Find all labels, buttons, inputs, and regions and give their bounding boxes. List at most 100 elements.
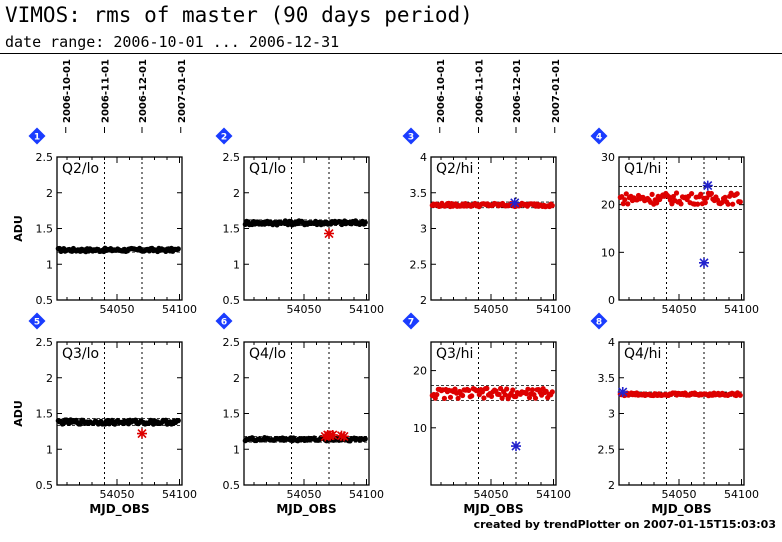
data-point [734,191,740,197]
data-point [488,393,495,399]
y-tick-label: 10 [413,422,427,435]
x-axis-label: MJD_OBS [463,502,523,517]
panel-label: Q1/hi [624,161,661,177]
y-tick-label: 2 [420,294,427,307]
data-point [484,385,490,391]
data-point [620,201,626,207]
y-tick-label: 1.5 [223,408,241,421]
date-tick-label: 2006-11-01 [475,59,486,123]
panel-label: Q2/hi [436,161,473,177]
panel-badge [590,127,608,145]
panel-badge-number: 1 [34,133,40,143]
y-tick-label: 1 [233,443,240,456]
outlier-point [339,431,349,442]
y-tick-label: 2 [233,372,240,385]
y-tick-label: 30 [601,151,615,164]
y-axis-label: ADU [12,400,25,427]
outlier-point [699,257,709,268]
y-tick-label: 2 [46,372,53,385]
plot-frame [243,341,370,486]
date-tick-label: 2007-01-01 [551,59,562,123]
panel-badge [590,312,608,330]
date-tick-label: 2006-11-01 [101,59,112,123]
panel-badge-number: 3 [408,133,414,143]
data-point [525,386,531,392]
y-tick-label: 3.5 [410,187,428,200]
data-point [737,199,743,205]
data-point [670,193,677,200]
data-point [698,191,704,197]
data-point [526,395,533,401]
data-point [175,418,181,424]
date-tick-label: 2006-12-01 [512,59,523,123]
x-tick-label: 54050 [662,303,697,316]
x-tick-label: 54050 [662,488,697,501]
plot-panel-1: 2006-10-01 2006-11-01 2006-12-01 2007-01-01… [12,59,197,316]
date-range-subtitle: date range: 2006-10-01 ... 2006-12-31 [5,33,340,51]
x-tick-label: 54050 [100,488,135,501]
x-axis-label: MJD_OBS [651,502,711,517]
data-point [479,389,485,395]
data-point [441,395,447,401]
date-tick-label: 2006-10-01 [62,59,73,123]
plot-panel-2: 2 0.5 1 1.5 2 2.5 54050 54100 Q1/lo [215,127,384,316]
data-point [678,201,684,207]
data-point [447,394,454,400]
data-point [689,191,695,197]
date-tick-label: 2006-10-01 [436,59,447,123]
panel-label: Q2/lo [62,161,99,177]
panel-badge-number: 5 [34,318,40,328]
x-tick-label: 54050 [287,303,322,316]
outlier-point [617,387,628,398]
y-tick-label: 1 [46,443,53,456]
y-tick-label: 0.5 [36,294,54,307]
data-point [549,389,555,395]
y-tick-label: 2 [608,479,615,492]
plot-frame [430,156,557,301]
y-tick-label: 2.5 [36,336,54,349]
x-tick-label: 54050 [287,488,322,501]
date-tick-label: 2006-12-01 [138,59,149,123]
x-tick-label: 54100 [162,303,197,316]
y-tick-label: 2.5 [598,443,616,456]
data-point [725,201,731,207]
y-tick-label: 10 [601,246,615,259]
data-point [175,246,181,252]
panel-badge-number: 6 [221,318,227,328]
plot-panel-3: 2006-10-01 2006-11-01 2006-12-01 2007-01-01… [402,59,571,316]
outlier-point [327,429,338,440]
y-tick-label: 0.5 [223,479,241,492]
x-tick-label: 54100 [349,303,384,316]
outlier-point [324,228,334,239]
y-axis-label: ADU [12,215,25,242]
y-tick-label: 2.5 [223,336,241,349]
panel-label: Q4/lo [249,346,286,362]
x-tick-label: 54100 [162,488,197,501]
data-point [529,387,536,393]
footer-credit: created by trendPlotter on 2007-01-15T15… [473,518,776,531]
y-tick-label: 1.5 [36,223,54,236]
x-tick-label: 54100 [536,488,571,501]
data-point [719,199,725,206]
page-title: VIMOS: rms of master (90 days period) [5,3,473,27]
data-point [730,201,736,207]
y-tick-label: 2.5 [223,151,241,164]
y-tick-label: 3.5 [598,372,616,385]
plot-frame [56,156,183,301]
data-point [362,436,368,442]
plot-panel-4: 4 0 10 20 30 54050 54100 Q1/hi [590,127,759,316]
y-tick-label: 4 [608,336,615,349]
y-tick-label: 3 [420,223,427,236]
data-point [695,201,701,207]
plot-panel-5: 5 0.5 1 1.5 2 2.5 54050 54100 Q3/lo ADU MJD_OBS [12,312,197,517]
x-axis-label: MJD_OBS [89,502,149,517]
header-divider [0,53,782,54]
y-tick-label: 1.5 [223,223,241,236]
data-point [722,194,728,200]
panel-label: Q4/hi [624,346,661,362]
y-tick-label: 0.5 [36,479,54,492]
data-point [673,190,680,196]
data-point [510,387,516,393]
plot-frame [618,156,745,301]
y-tick-label: 2 [46,187,53,200]
